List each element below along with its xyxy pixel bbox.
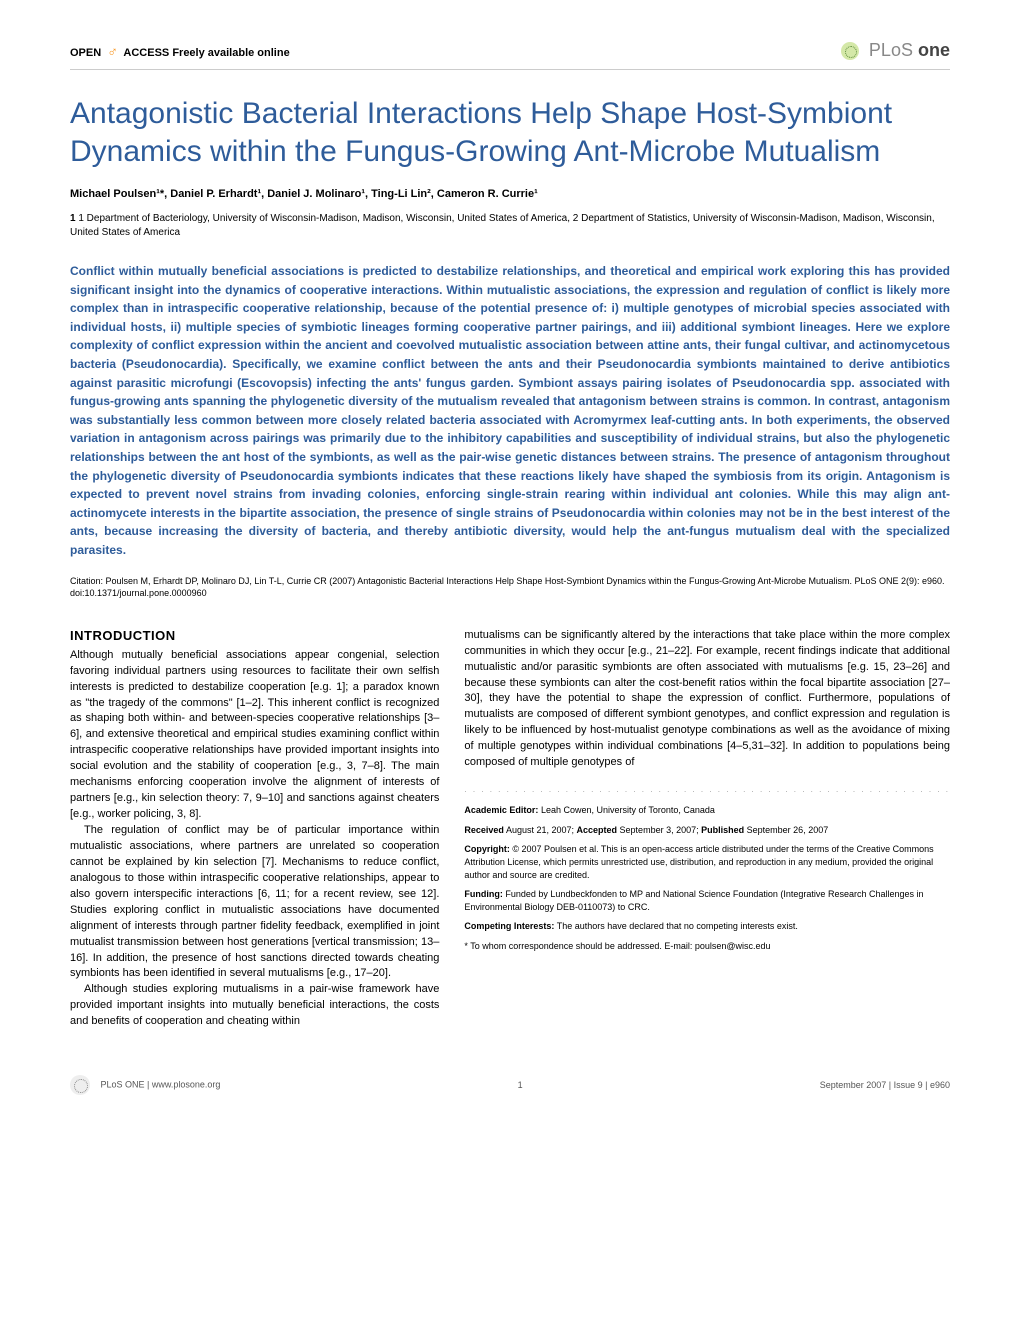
open-access-prefix: OPEN [70, 47, 101, 59]
article-meta: Academic Editor: Leah Cowen, University … [464, 804, 950, 952]
plos-logo-icon [841, 42, 859, 60]
intro-paragraph-4: mutualisms can be significantly altered … [464, 628, 950, 771]
dates: Received August 21, 2007; Accepted Septe… [464, 824, 950, 837]
competing-interests: Competing Interests: The authors have de… [464, 920, 950, 933]
footer-page-number: 1 [518, 1080, 523, 1090]
header-bar: OPEN ♂ ACCESS Freely available online PL… [70, 40, 950, 70]
footer-journal: PLoS ONE | www.plosone.org [101, 1080, 221, 1090]
journal-prefix: PLoS [869, 40, 913, 60]
footer-issue: September 2007 | Issue 9 | e960 [820, 1080, 950, 1090]
open-access-tagline: Freely available online [172, 47, 289, 59]
affiliations: 1 1 Department of Bacteriology, Universi… [70, 212, 950, 240]
journal-logo: PLoS one [841, 40, 950, 61]
journal-suffix: one [918, 40, 950, 60]
body-text-left: Although mutually beneficial association… [70, 648, 439, 1031]
left-column: INTRODUCTION Although mutually beneficia… [70, 628, 439, 1031]
citation: Citation: Poulsen M, Erhardt DP, Molinar… [70, 575, 950, 600]
body-columns: INTRODUCTION Although mutually beneficia… [70, 628, 950, 1031]
open-access-icon: ♂ [107, 43, 118, 59]
right-column: mutualisms can be significantly altered … [464, 628, 950, 1031]
correspondence: * To whom correspondence should be addre… [464, 940, 950, 953]
open-access-badge: OPEN ♂ ACCESS Freely available online [70, 43, 290, 59]
meta-divider: . . . . . . . . . . . . . . . . . . . . … [464, 785, 950, 794]
funding: Funding: Funded by Lundbeckfonden to MP … [464, 888, 950, 913]
introduction-heading: INTRODUCTION [70, 628, 439, 643]
intro-paragraph-2: The regulation of conflict may be of par… [70, 823, 439, 982]
footer-logo-icon [70, 1075, 90, 1095]
body-text-right: mutualisms can be significantly altered … [464, 628, 950, 771]
abstract: Conflict within mutually beneficial asso… [70, 262, 950, 560]
authors-line: Michael Poulsen¹*, Daniel P. Erhardt¹, D… [70, 188, 950, 200]
article-title: Antagonistic Bacterial Interactions Help… [70, 95, 950, 170]
academic-editor: Academic Editor: Leah Cowen, University … [464, 804, 950, 817]
intro-paragraph-3: Although studies exploring mutualisms in… [70, 982, 439, 1030]
page-footer: PLoS ONE | www.plosone.org 1 September 2… [70, 1075, 950, 1095]
affiliations-text: 1 Department of Bacteriology, University… [70, 213, 935, 238]
intro-paragraph-1: Although mutually beneficial association… [70, 648, 439, 823]
open-access-suffix: ACCESS [123, 47, 169, 59]
copyright: Copyright: © 2007 Poulsen et al. This is… [464, 843, 950, 881]
footer-left: PLoS ONE | www.plosone.org [70, 1075, 220, 1095]
